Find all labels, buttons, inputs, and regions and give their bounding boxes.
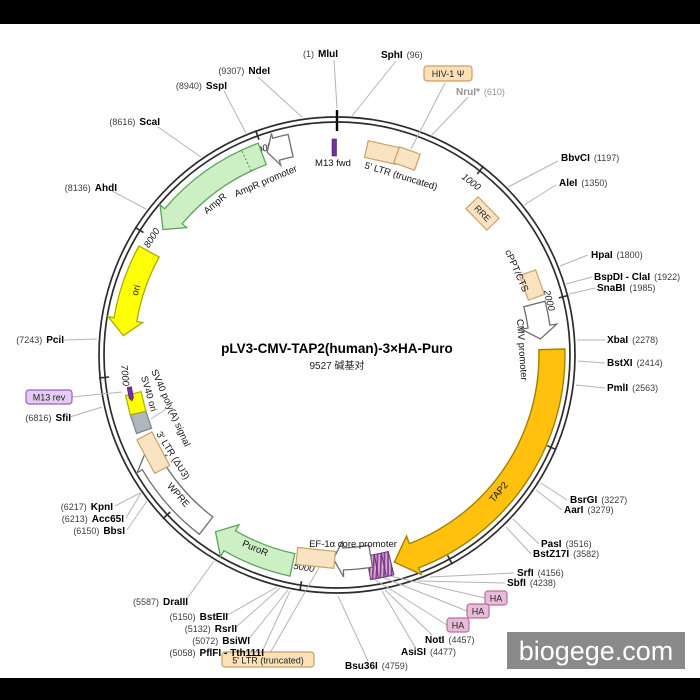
site-pflfi-tth111i: (5058) PflFI - Tth111I — [170, 648, 265, 659]
site-snabi: SnaBI (1985) — [597, 283, 655, 294]
site-srfi: SrfI (4156) — [517, 568, 564, 579]
site-rsrii: (5132) RsrII — [185, 624, 237, 635]
site-nrui: NruI* (610) — [456, 87, 505, 98]
site-ahdi: (8136) AhdI — [65, 183, 117, 194]
ampr-cds-arrow — [159, 142, 268, 231]
m13-rev-primer-arrow — [126, 386, 134, 402]
tick-marks — [99, 130, 569, 592]
site-hpai: HpaI (1800) — [591, 250, 643, 261]
ha-badge-2: HA — [472, 607, 485, 617]
tick-1000: 1000 — [459, 172, 483, 194]
site-aari: AarI (3279) — [564, 505, 613, 516]
cppt-cts-label: cPPT/CTS — [502, 248, 530, 293]
ef1a-core-promoter-arrow — [332, 540, 374, 578]
cppt-cts-box — [518, 269, 546, 301]
site-sspi: (8940) SspI — [176, 81, 227, 92]
site-acc65i: (6213) Acc65I — [62, 514, 124, 525]
site-sfii: (6816) SfiI — [25, 413, 71, 424]
ltr5-truncated-bottom-box — [295, 546, 337, 569]
letterbox-bottom — [0, 678, 700, 700]
ampr-promoter-arrow — [266, 133, 294, 168]
site-labels: (1) MluI SphI (96) NruI* (610) BbvCI (1197) … — [16, 49, 680, 672]
hiv1-psi-badge-label: HIV-1 Ψ — [432, 69, 465, 79]
tap2-cds-arrow — [393, 348, 566, 576]
ha-badge-3: HA — [452, 621, 465, 631]
site-scai: (8616) ScaI — [109, 117, 160, 128]
site-bspdi-clai: BspDI - ClaI (1922) — [594, 272, 680, 283]
cmv-promoter-arrow — [519, 300, 559, 340]
hiv1-psi-box — [393, 146, 421, 171]
ltr3-du3-box — [136, 431, 171, 475]
m13-fwd-primer-bar — [331, 138, 337, 157]
site-bsu36i: Bsu36I (4759) — [345, 661, 408, 672]
tick-7000: 7000 — [118, 364, 131, 387]
site-mlui: (1) MluI — [303, 49, 338, 60]
ha-badge-1: HA — [490, 594, 503, 604]
site-asisi: AsiSI (4477) — [401, 647, 456, 658]
site-draiii: (5587) DraIII — [133, 597, 188, 608]
ltr5-bottom-badge-label: 5' LTR (truncated) — [232, 656, 304, 666]
site-bbvci: BbvCI (1197) — [561, 153, 619, 164]
tick-8000: 8000 — [142, 226, 163, 250]
plasmid-size: 9527 碱基对 — [309, 359, 364, 372]
site-pmli: PmlI (2563) — [607, 383, 658, 394]
site-alei: AleI (1350) — [559, 178, 607, 189]
plasmid-title: pLV3-CMV-TAP2(human)-3×HA-Puro — [221, 341, 453, 356]
m13-fwd-label: M13 fwd — [315, 158, 351, 169]
ori-label: ori — [130, 284, 143, 297]
site-sphi: SphI (96) — [381, 50, 423, 61]
letterbox-top — [0, 0, 700, 24]
site-bbsi: (6150) BbsI — [73, 526, 125, 537]
site-kpni: (6217) KpnI — [61, 502, 113, 513]
cmv-promoter-label: CMV promoter — [514, 319, 529, 381]
site-bstz17i: BstZ17I (3582) — [533, 549, 599, 560]
rre-box — [465, 195, 500, 232]
puror-cds-arrow — [214, 523, 296, 577]
site-bsteii: (5150) BstEII — [170, 612, 229, 623]
watermark: biogege.com — [507, 632, 685, 669]
ltr5-bottom-badge: 5' LTR (truncated) — [221, 651, 315, 668]
site-sbfi: SbfI (4238) — [507, 578, 556, 589]
m13-rev-badge-label: M13 rev — [33, 393, 66, 403]
site-noti: NotI (4457) — [425, 635, 474, 646]
hiv1-psi-badge: HIV-1 Ψ — [423, 65, 473, 82]
site-xbai: XbaI (2278) — [607, 335, 658, 346]
ha-badges: HA HA HA — [446, 590, 508, 633]
callout-lines — [63, 59, 606, 662]
ef1a-label: EF-1α core promoter — [309, 539, 397, 550]
site-bstxi: BstXI (2414) — [607, 358, 663, 369]
watermark-text: biogege.com — [519, 636, 674, 666]
ori-arrow — [106, 245, 161, 337]
m13-rev-badge: M13 rev — [25, 389, 73, 405]
site-ndei: (9307) NdeI — [218, 66, 270, 77]
site-bsiwi: (5072) BsiWI — [192, 636, 250, 647]
site-pasi: PasI (3516) — [541, 539, 592, 550]
site-bsrgi: BsrGI (3227) — [570, 495, 627, 506]
site-pcii: (7243) PciI — [16, 335, 64, 346]
